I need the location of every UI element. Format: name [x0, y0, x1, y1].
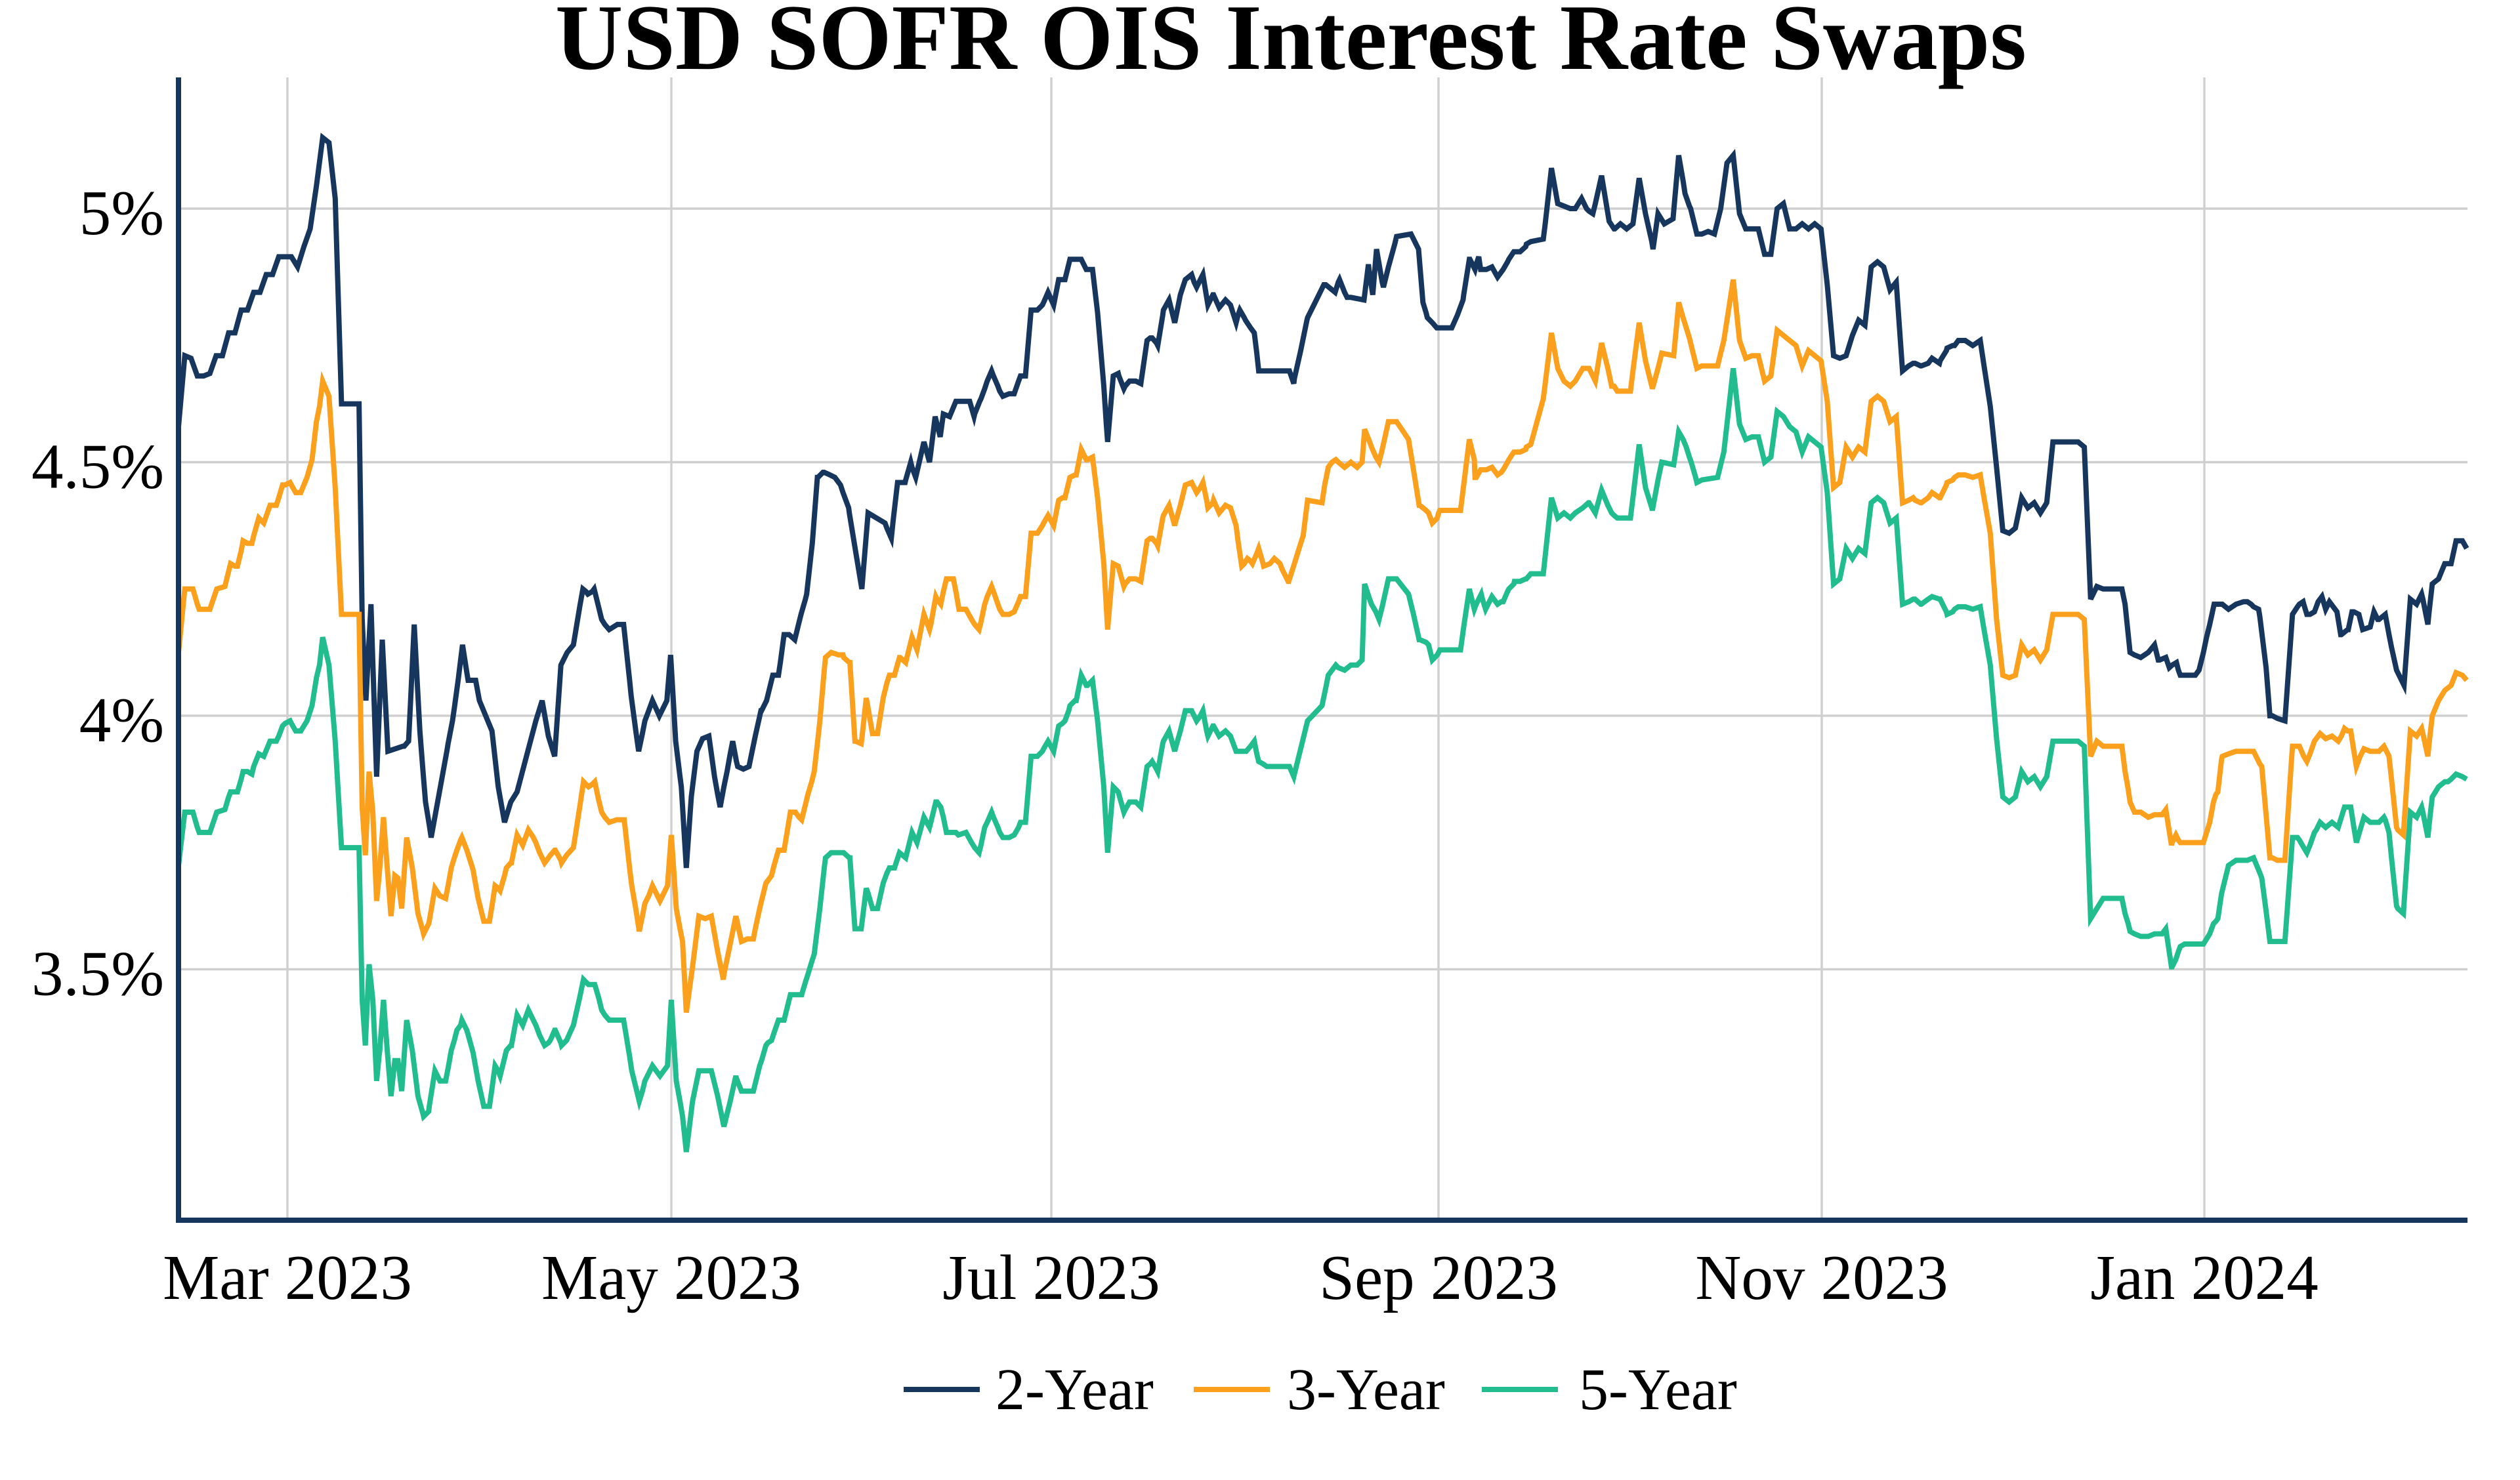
svg-text:3.5%: 3.5% — [32, 939, 164, 1009]
svg-text:5-Year: 5-Year — [1579, 1357, 1737, 1422]
svg-text:4%: 4% — [79, 685, 164, 755]
svg-text:Nov 2023: Nov 2023 — [1695, 1243, 1948, 1313]
svg-text:Jul 2023: Jul 2023 — [942, 1243, 1160, 1313]
svg-text:5%: 5% — [79, 178, 164, 248]
svg-text:4.5%: 4.5% — [32, 432, 164, 502]
svg-text:May 2023: May 2023 — [541, 1243, 801, 1313]
svg-text:2-Year: 2-Year — [996, 1357, 1154, 1422]
svg-text:Mar 2023: Mar 2023 — [163, 1243, 412, 1313]
svg-text:3-Year: 3-Year — [1287, 1357, 1445, 1422]
svg-text:USD SOFR OIS Interest Rate Swa: USD SOFR OIS Interest Rate Swaps — [555, 0, 2026, 89]
svg-text:Jan 2024: Jan 2024 — [2090, 1243, 2319, 1313]
svg-text:Sep 2023: Sep 2023 — [1319, 1243, 1558, 1313]
